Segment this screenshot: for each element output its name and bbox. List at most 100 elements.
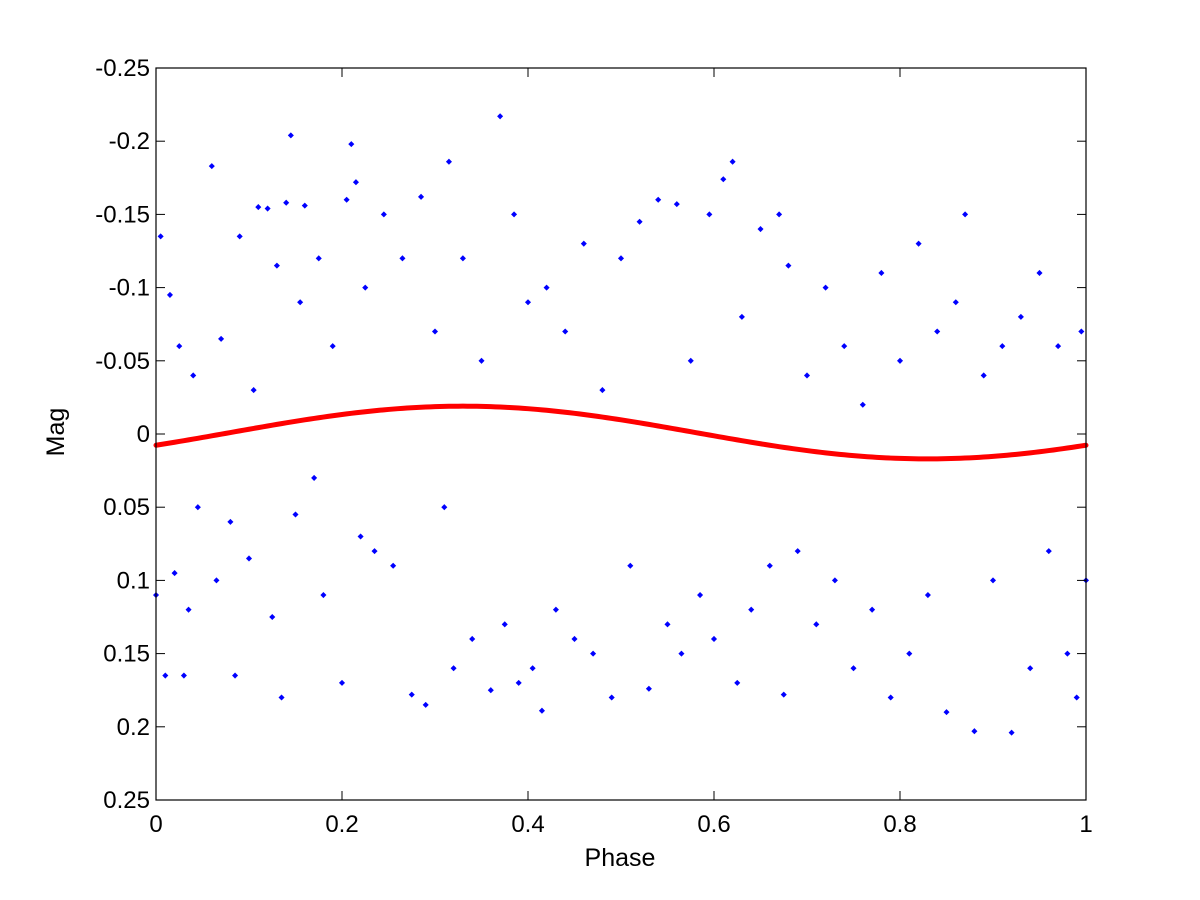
data-point (320, 592, 327, 599)
point-marker (348, 141, 355, 148)
data-point (1055, 343, 1062, 350)
data-point (850, 665, 857, 672)
point-marker (208, 163, 215, 170)
point-marker (301, 202, 308, 209)
point-marker (766, 562, 773, 569)
point-marker (315, 255, 322, 262)
point-marker (757, 226, 764, 233)
point-marker (329, 343, 336, 350)
point-marker (311, 474, 318, 481)
data-point (915, 240, 922, 247)
point-marker (399, 255, 406, 262)
data-point (678, 650, 685, 657)
data-point (841, 343, 848, 350)
x-ticks: 0 0.2 0.4 0.6 0.8 1 (149, 68, 1093, 838)
y-tick-label: 0.15 (103, 641, 150, 668)
data-point (399, 255, 406, 262)
point-marker (180, 672, 187, 679)
data-point (748, 606, 755, 613)
x-tick-label: 0.6 (697, 811, 730, 838)
point-marker (422, 701, 429, 708)
y-tick-label: -0.15 (95, 201, 150, 228)
point-marker (250, 387, 257, 394)
point-marker (445, 158, 452, 165)
data-point (362, 284, 369, 291)
data-point (562, 328, 569, 335)
point-marker (338, 679, 346, 686)
data-point (292, 511, 299, 518)
data-point (348, 141, 355, 148)
point-marker (418, 193, 425, 200)
data-point (176, 343, 183, 350)
data-point (664, 621, 671, 628)
data-point (245, 555, 253, 562)
data-point (273, 262, 280, 269)
data-point (590, 650, 597, 657)
data-point (487, 687, 494, 694)
point-marker (478, 357, 485, 364)
data-point (655, 196, 662, 203)
data-point (706, 211, 713, 218)
y-tick-label: -0.2 (109, 128, 150, 155)
data-point (710, 635, 718, 642)
x-tick-label: 0.2 (325, 811, 358, 838)
point-marker (1027, 665, 1034, 672)
point-marker (627, 562, 634, 569)
data-point (329, 343, 336, 350)
data-point (934, 328, 941, 335)
point-marker (785, 262, 792, 269)
point-marker (1036, 269, 1043, 276)
point-marker (487, 687, 494, 694)
point-marker (906, 650, 913, 657)
data-point (218, 335, 225, 342)
data-point (515, 679, 522, 686)
point-marker (431, 328, 439, 335)
point-marker (236, 233, 243, 240)
point-marker (934, 328, 941, 335)
point-marker (176, 343, 183, 350)
data-point (255, 204, 262, 211)
point-marker (441, 504, 448, 511)
data-point (878, 269, 885, 276)
data-point (180, 672, 187, 679)
data-point (785, 262, 792, 269)
point-marker (283, 199, 290, 206)
data-point (822, 284, 829, 291)
y-tick-label: -0.25 (95, 55, 150, 82)
data-point (171, 570, 178, 577)
point-marker (1064, 650, 1071, 657)
point-marker (850, 665, 857, 672)
data-point (227, 518, 234, 525)
data-point (599, 387, 606, 394)
point-marker (562, 328, 569, 335)
point-marker (617, 255, 625, 262)
point-marker (952, 299, 959, 306)
point-marker (380, 211, 387, 218)
data-point (757, 226, 764, 233)
y-tick-label: 0.05 (103, 494, 150, 521)
data-point (469, 635, 476, 642)
data-point (538, 707, 545, 714)
point-marker (287, 132, 294, 139)
data-point (645, 685, 652, 692)
data-point (1073, 694, 1080, 701)
point-marker (543, 284, 550, 291)
x-tick-label: 1 (1079, 811, 1092, 838)
point-marker (273, 262, 280, 269)
data-point (236, 233, 243, 240)
point-marker (1008, 729, 1015, 736)
data-point (831, 577, 838, 584)
data-point (608, 694, 615, 701)
point-marker (343, 196, 350, 203)
data-point (989, 577, 997, 584)
point-marker (171, 570, 178, 577)
y-ticks: -0.25 -0.2 -0.15 -0.1 -0.05 0 0.05 0.1 0.15 0.2 0.… (95, 55, 1086, 814)
data-point (418, 193, 425, 200)
fit-curve-layer (153, 403, 1089, 462)
data-point (213, 577, 220, 584)
data-point (952, 299, 959, 306)
point-marker (710, 635, 718, 642)
data-point (738, 313, 745, 320)
point-marker (529, 665, 536, 672)
